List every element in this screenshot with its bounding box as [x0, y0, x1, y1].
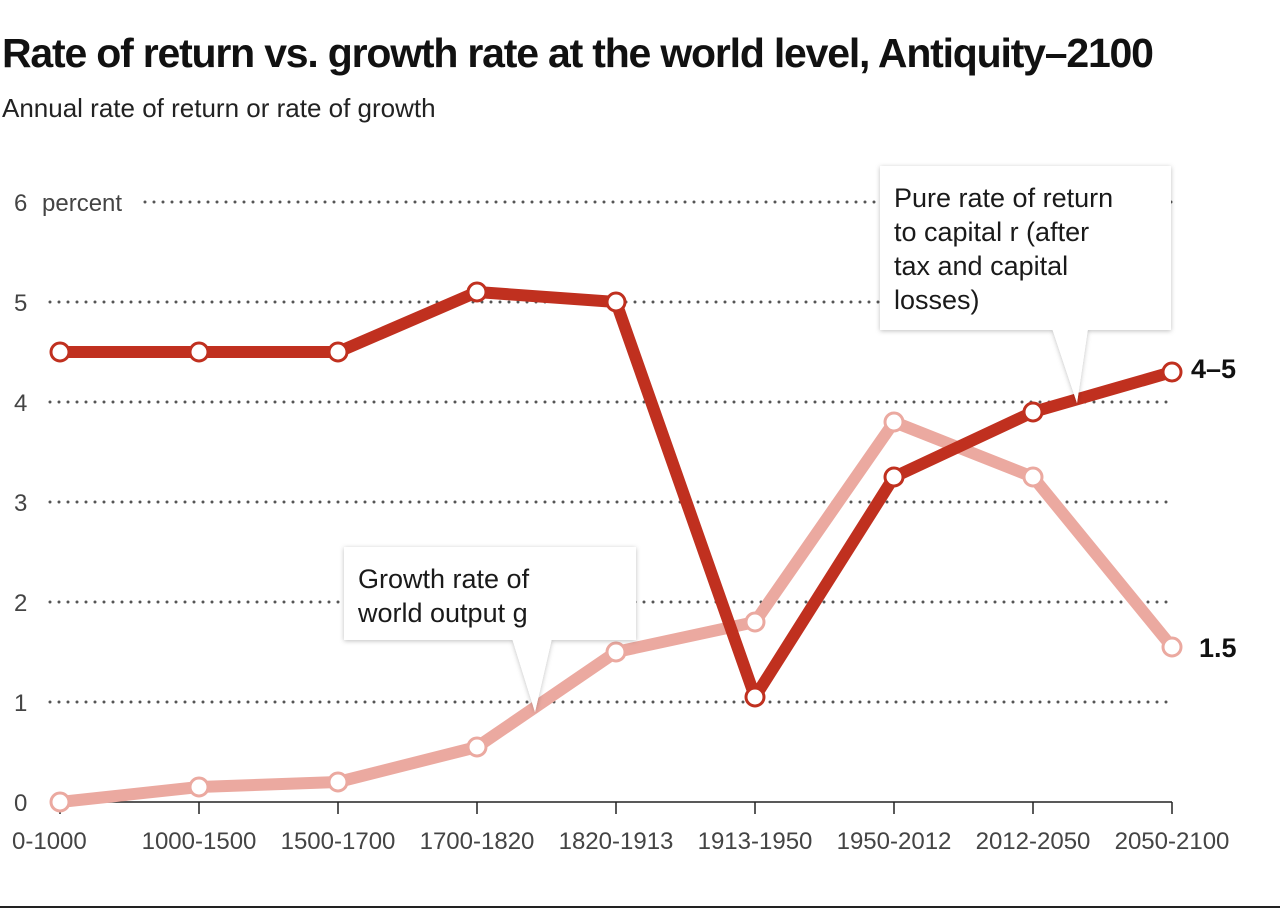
end-label-r: 4–5: [1191, 354, 1236, 384]
data-point-g: [466, 736, 488, 758]
y-tick-label: 1: [14, 690, 27, 717]
annotation-r: Pure rate of return to capital r (after ta…: [880, 166, 1171, 403]
chart-subtitle: Annual rate of return or rate of growth: [2, 93, 436, 123]
x-tick-label: 1820-1913: [559, 828, 674, 855]
data-point-r: [327, 341, 349, 363]
annotation-r-line: tax and capital: [894, 251, 1068, 281]
annotation-r-line: to capital r (after: [894, 217, 1089, 247]
data-point-r: [466, 281, 488, 303]
data-point-r: [883, 466, 905, 488]
end-label-g: 1.5: [1199, 633, 1237, 663]
end-labels: 4–5 1.5: [1191, 354, 1237, 663]
data-point-g: [744, 611, 766, 633]
data-point-g: [188, 776, 210, 798]
x-tick-label: 0-1000: [12, 828, 87, 855]
data-point-g: [605, 641, 627, 663]
data-point-g: [49, 791, 71, 813]
y-tick-label: 0: [14, 790, 27, 817]
x-tick-label: 1700-1820: [420, 828, 535, 855]
bottom-rule: [0, 906, 1280, 908]
data-point-r: [605, 291, 627, 313]
data-point-r: [188, 341, 210, 363]
y-tick-label: 5: [14, 290, 27, 317]
y-tick-label: 3: [14, 490, 27, 517]
annotation-g-line: world output g: [357, 598, 528, 628]
y-tick-label: 2: [14, 590, 27, 617]
annotation-g-line: Growth rate of: [358, 564, 530, 594]
data-point-r: [1161, 361, 1183, 383]
annotation-g: Growth rate of world output g: [344, 547, 636, 712]
data-point-r: [49, 341, 71, 363]
data-point-g: [1161, 636, 1183, 658]
x-tick-label: 2050-2100: [1115, 828, 1230, 855]
x-tick-label: 1500-1700: [281, 828, 396, 855]
data-point-g: [327, 771, 349, 793]
annotation-r-line: losses): [894, 285, 980, 315]
y-tick-label: 4: [14, 390, 27, 417]
chart-title: Rate of return vs. growth rate at the wo…: [2, 30, 1154, 76]
annotations: Pure rate of return to capital r (after ta…: [344, 166, 1171, 712]
series-lines: [49, 281, 1183, 813]
y-unit-label: percent: [42, 190, 122, 217]
data-point-g: [1022, 466, 1044, 488]
y-tick-label: 6: [14, 190, 27, 217]
annotation-r-line: Pure rate of return: [894, 183, 1113, 213]
x-tick-label: 1913-1950: [698, 828, 813, 855]
data-point-r: [1022, 401, 1044, 423]
x-tick-label: 2012-2050: [976, 828, 1091, 855]
x-tick-label: 1000-1500: [142, 828, 257, 855]
data-point-g: [883, 411, 905, 433]
axes: 0 1 2 3 4 5 6 percent 0-1000 1000-1500 1500-1700 17…: [12, 190, 1229, 855]
data-point-r: [744, 686, 766, 708]
x-tick-label: 1950-2012: [837, 828, 952, 855]
